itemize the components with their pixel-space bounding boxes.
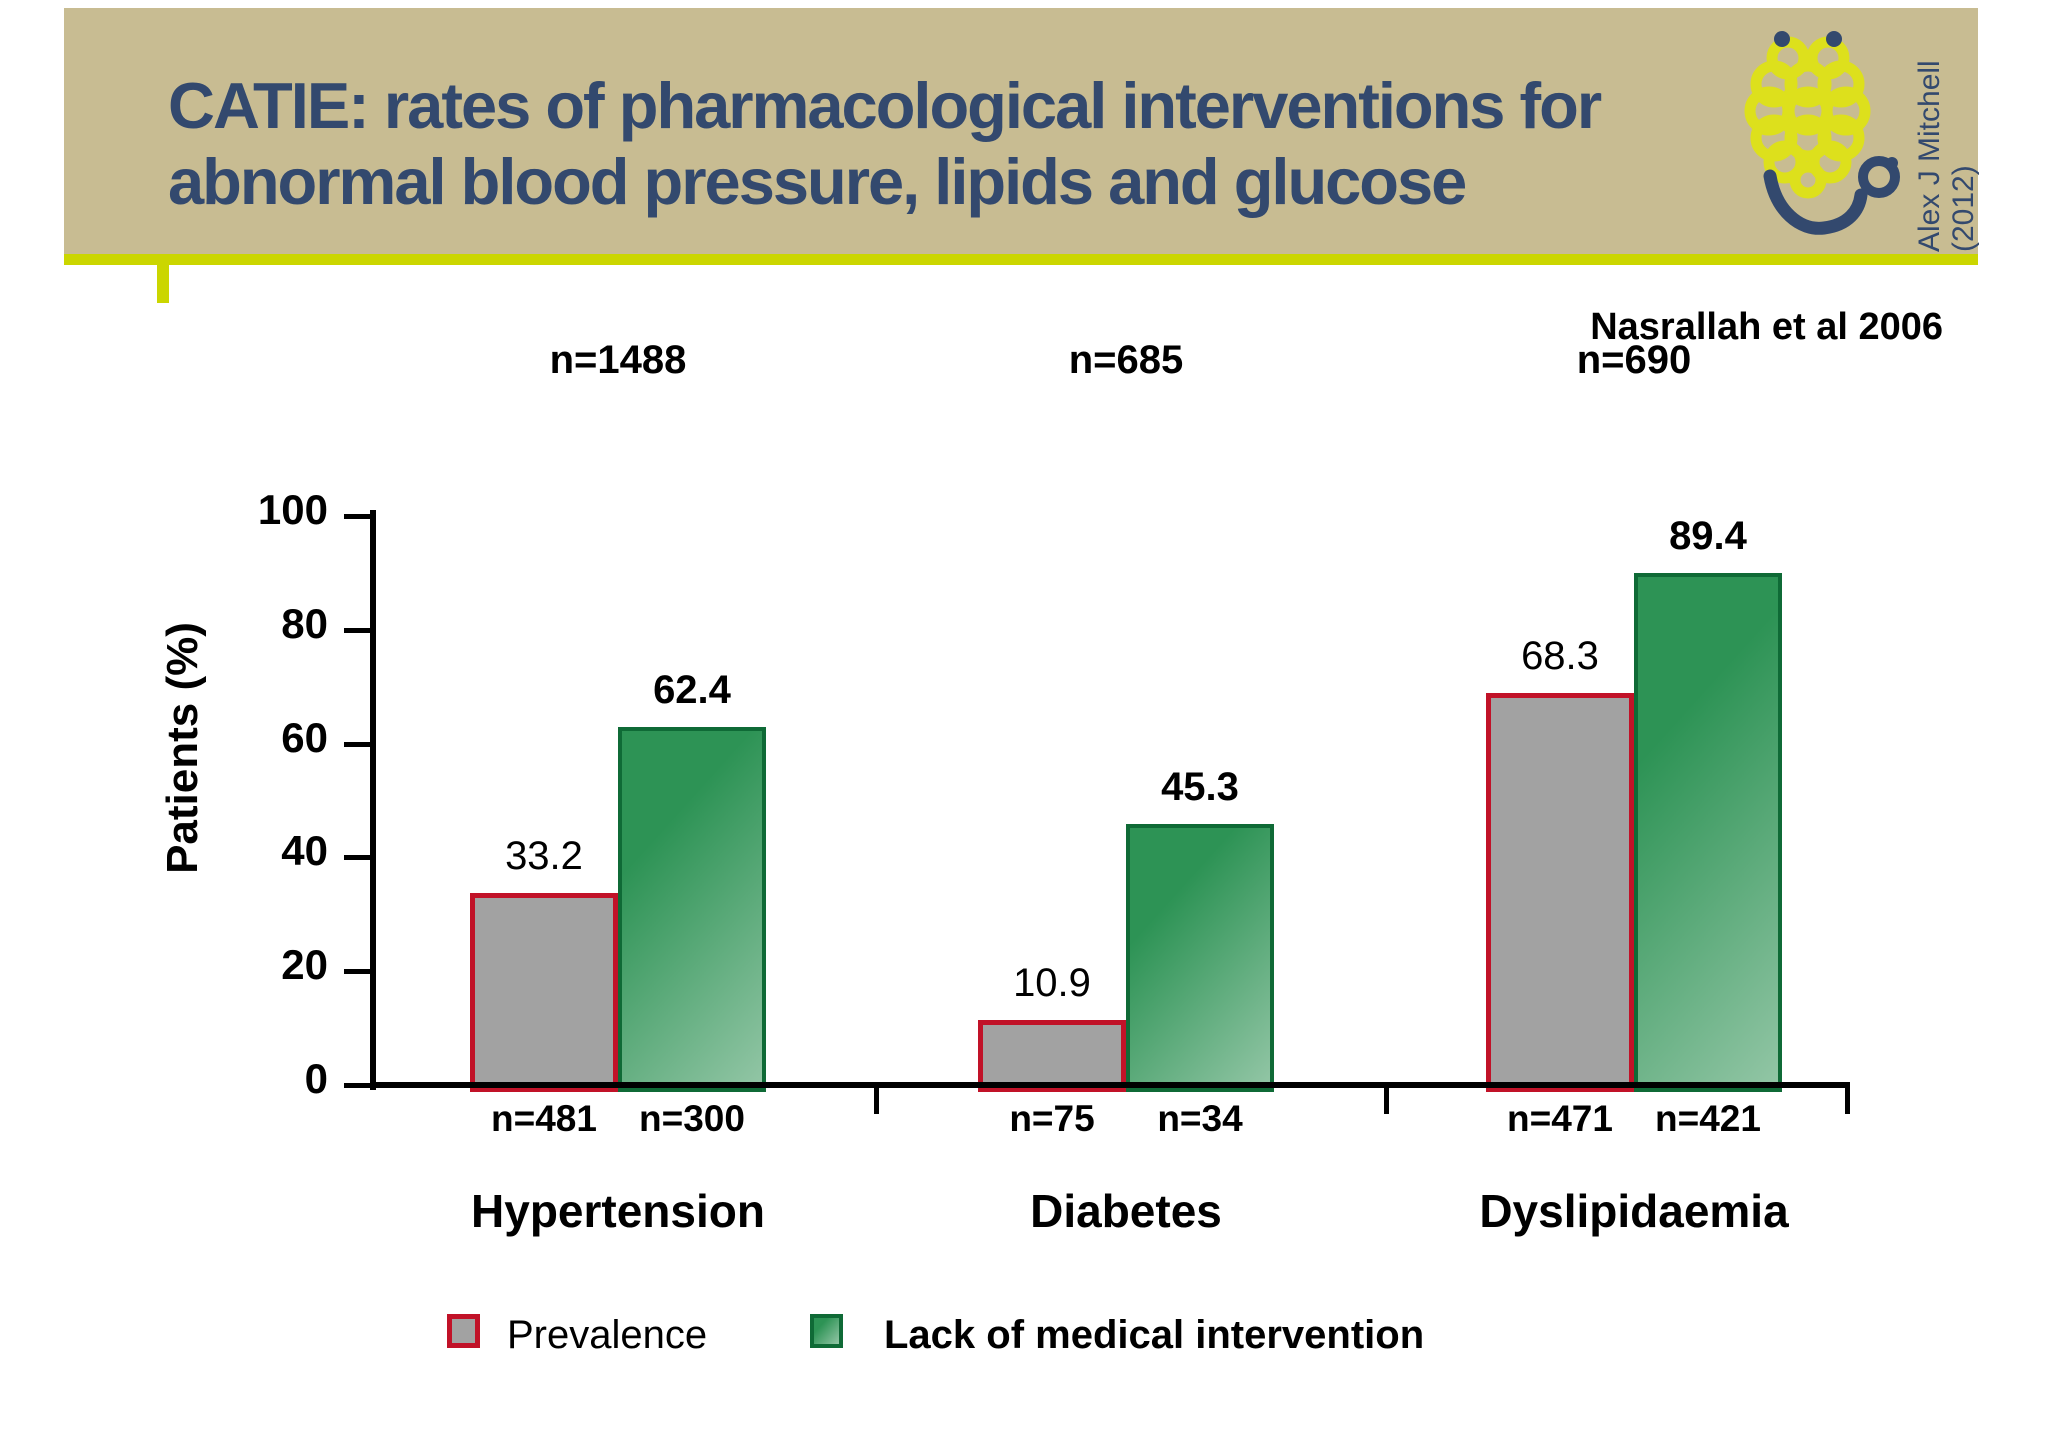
bar-prevalence-dyslipidaemia bbox=[1486, 693, 1634, 1092]
bar-prevalence-hypertension bbox=[470, 893, 618, 1092]
bar-n-label-prevalence-dyslipidaemia: n=471 bbox=[1507, 1098, 1613, 1139]
y-tick-label-100: 100 bbox=[257, 486, 328, 533]
y-tick-label-80: 80 bbox=[281, 599, 328, 647]
author-credit: Alex J Mitchell (2012) bbox=[1913, 60, 1980, 252]
y-tick-60 bbox=[344, 741, 371, 747]
header-banner: CATIE: rates of pharmacological interven… bbox=[64, 8, 1978, 254]
legend-swatch-intervention bbox=[810, 1314, 843, 1348]
x-axis-group-tick-1 bbox=[1384, 1088, 1389, 1114]
legend-label-intervention: Lack of medical intervention bbox=[884, 1313, 1425, 1357]
y-tick-0 bbox=[344, 1083, 371, 1088]
value-label-prevalence-dyslipidaemia: 68.3 bbox=[1521, 634, 1599, 679]
bar-intervention-hypertension bbox=[618, 726, 766, 1092]
brain-stethoscope-icon bbox=[1744, 31, 1900, 235]
y-tick-20 bbox=[344, 969, 371, 975]
x-category-label-dyslipidaemia: Dyslipidaemia bbox=[1479, 1185, 1789, 1237]
y-tick-100 bbox=[344, 514, 371, 519]
bar-n-label-prevalence-diabetes: n=75 bbox=[1009, 1098, 1095, 1139]
legend-swatch-prevalence bbox=[447, 1314, 480, 1348]
y-tick-label-0: 0 bbox=[304, 1055, 328, 1102]
title-underline bbox=[64, 254, 1978, 265]
y-tick-80 bbox=[344, 627, 371, 633]
bar-intervention-dyslipidaemia bbox=[1634, 573, 1782, 1092]
bar-n-label-prevalence-hypertension: n=481 bbox=[491, 1098, 597, 1139]
bar-n-label-intervention-dyslipidaemia: n=421 bbox=[1655, 1098, 1761, 1139]
x-axis-line bbox=[370, 1082, 1850, 1088]
value-label-intervention-hypertension: 62.4 bbox=[653, 667, 731, 712]
title-underline-tick bbox=[157, 254, 169, 303]
x-category-label-diabetes: Diabetes bbox=[1030, 1185, 1222, 1237]
group-n-label-dyslipidaemia: n=690 bbox=[1576, 338, 1692, 382]
value-label-prevalence-diabetes: 10.9 bbox=[1013, 960, 1091, 1005]
y-tick-label-60: 60 bbox=[281, 713, 328, 761]
page-title: CATIE: rates of pharmacological interven… bbox=[168, 68, 1828, 220]
group-n-label-diabetes: n=685 bbox=[1068, 338, 1184, 382]
x-axis-group-tick-0 bbox=[874, 1088, 879, 1114]
y-tick-label-40: 40 bbox=[281, 827, 328, 875]
x-axis-group-tick-2 bbox=[1845, 1088, 1850, 1114]
bar-prevalence-diabetes bbox=[978, 1019, 1126, 1092]
x-category-label-hypertension: Hypertension bbox=[471, 1185, 765, 1237]
y-axis-line bbox=[370, 510, 376, 1090]
y-tick-40 bbox=[344, 855, 371, 861]
bar-n-label-intervention-hypertension: n=300 bbox=[639, 1098, 745, 1139]
group-n-label-hypertension: n=1488 bbox=[549, 338, 687, 382]
value-label-intervention-dyslipidaemia: 89.4 bbox=[1669, 514, 1747, 559]
bar-n-label-intervention-diabetes: n=34 bbox=[1157, 1098, 1243, 1139]
citation: Nasrallah et al 2006 bbox=[1590, 306, 1943, 348]
legend-label-prevalence: Prevalence bbox=[507, 1313, 708, 1357]
value-label-intervention-diabetes: 45.3 bbox=[1161, 765, 1239, 810]
value-label-prevalence-hypertension: 33.2 bbox=[505, 834, 583, 879]
page-title-line1: CATIE: rates of pharmacological interven… bbox=[168, 69, 1602, 142]
page-title-line2: abnormal blood pressure, lipids and gluc… bbox=[168, 145, 1467, 218]
bar-intervention-diabetes bbox=[1126, 824, 1274, 1092]
y-tick-label-20: 20 bbox=[281, 941, 328, 989]
